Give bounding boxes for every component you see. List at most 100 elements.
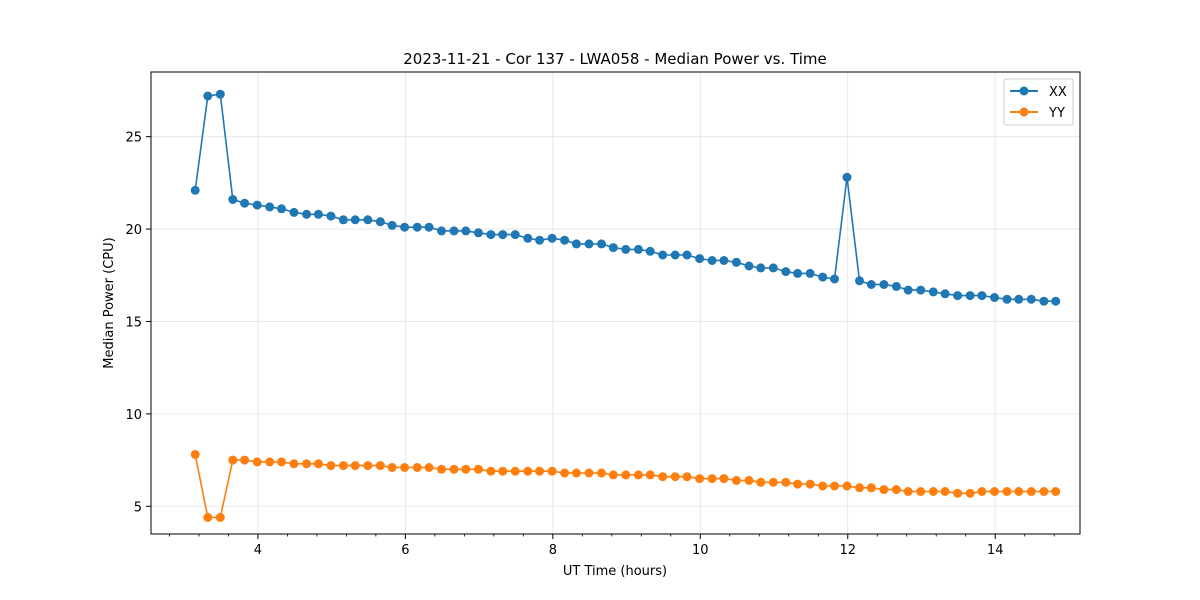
data-point-yy [424, 463, 434, 472]
data-point-xx [1026, 294, 1036, 304]
data-point-yy [1051, 487, 1061, 496]
data-point-yy [1026, 487, 1036, 496]
data-point-xx [535, 235, 545, 245]
data-point-yy [313, 459, 323, 469]
data-point-yy [707, 474, 717, 484]
data-point-yy [363, 461, 373, 471]
data-point-xx [830, 274, 839, 284]
data-point-yy [1014, 487, 1024, 496]
data-point-yy [486, 466, 496, 476]
data-point-xx [940, 289, 950, 299]
data-point-yy [412, 463, 422, 472]
data-point-yy [990, 487, 999, 496]
data-point-yy [645, 470, 655, 480]
data-point-yy [866, 483, 876, 493]
legend[interactable]: XX YY [1003, 78, 1074, 126]
data-point-xx [424, 222, 434, 232]
legend-label-xx: XX [1049, 85, 1067, 100]
data-point-yy [535, 466, 545, 476]
data-point-yy [781, 477, 791, 487]
data-point-xx [744, 261, 754, 271]
data-point-yy [756, 477, 766, 487]
data-point-xx [965, 291, 975, 301]
data-point-xx [768, 263, 778, 273]
data-point-xx [866, 280, 876, 289]
data-point-xx [190, 185, 200, 195]
data-point-xx [781, 267, 791, 277]
data-point-yy [928, 487, 938, 496]
data-point-xx [571, 239, 581, 249]
data-point-xx [977, 291, 987, 301]
data-point-xx [1014, 294, 1024, 304]
data-point-xx [547, 233, 557, 243]
data-point-yy [437, 464, 446, 474]
legend-label-yy: YY [1048, 106, 1065, 121]
data-point-xx [1039, 296, 1049, 306]
data-point-xx [437, 226, 446, 236]
data-point-yy [621, 470, 631, 480]
data-point-yy [768, 477, 778, 487]
data-point-yy [252, 457, 262, 467]
data-point-yy [670, 472, 680, 482]
data-point-yy [658, 472, 668, 482]
legend-marker-yy [1019, 107, 1029, 117]
data-point-yy [387, 463, 397, 472]
data-point-yy [879, 485, 889, 495]
data-point-xx [215, 89, 225, 99]
data-point-yy [818, 481, 828, 491]
data-point-xx [731, 257, 741, 267]
data-point-yy [977, 487, 987, 496]
series-layer [190, 89, 1061, 522]
data-point-xx [473, 228, 483, 238]
y-tick-label: 20 [125, 223, 142, 238]
data-point-xx [670, 250, 680, 260]
data-point-yy [523, 466, 533, 476]
data-point-xx [1051, 296, 1061, 306]
y-tick-label: 25 [125, 131, 142, 146]
data-point-xx [387, 220, 397, 230]
data-point-yy [571, 468, 581, 478]
data-point-yy [265, 457, 275, 467]
grid [151, 72, 1080, 534]
data-point-yy [560, 468, 570, 478]
data-point-yy [830, 481, 839, 491]
data-point-xx [608, 243, 618, 253]
data-point-xx [903, 285, 913, 295]
data-point-xx [584, 239, 594, 249]
data-point-yy [891, 485, 901, 495]
data-point-yy [338, 461, 348, 471]
data-point-xx [707, 256, 717, 265]
data-point-yy [744, 475, 754, 485]
data-point-xx [621, 244, 631, 254]
data-point-yy [903, 487, 913, 496]
data-point-xx [855, 276, 864, 286]
data-point-xx [928, 287, 938, 297]
data-point-yy [400, 463, 410, 472]
x-tick-label: 8 [549, 543, 557, 558]
data-point-xx [658, 250, 668, 260]
plot-area-frame [150, 71, 1081, 535]
data-point-xx [498, 230, 508, 240]
data-point-xx [228, 195, 238, 204]
data-point-yy [240, 455, 250, 465]
data-point-xx [805, 268, 815, 278]
data-point-xx [682, 250, 692, 260]
legend-marker-xx [1019, 86, 1029, 96]
data-point-xx [597, 239, 606, 249]
x-tick-label: 4 [254, 543, 262, 558]
x-tick-label: 6 [401, 543, 409, 558]
data-point-xx [412, 222, 422, 232]
data-point-xx [486, 230, 496, 240]
x-axis: 4 6 8 10 12 14 [169, 534, 1055, 558]
data-point-xx [510, 230, 520, 240]
data-point-yy [228, 455, 238, 465]
data-point-xx [645, 246, 655, 256]
data-point-yy [473, 464, 483, 474]
data-point-xx [265, 202, 275, 212]
y-tick-label: 5 [134, 500, 142, 515]
data-point-xx [756, 263, 766, 273]
x-tick-label: 10 [692, 543, 709, 558]
data-point-yy [953, 488, 963, 498]
